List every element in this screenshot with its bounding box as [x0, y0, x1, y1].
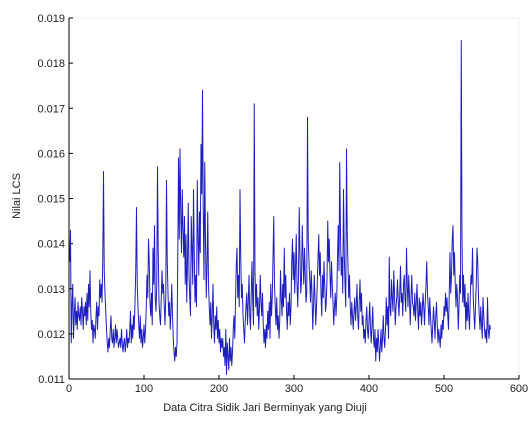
y-tick-label: 0.017	[37, 103, 65, 115]
y-tick-label: 0.013	[37, 284, 65, 296]
x-tick-label: 600	[510, 383, 528, 395]
series-line	[69, 40, 491, 375]
y-tick-label: 0.016	[37, 148, 65, 160]
y-tick-label: 0.018	[37, 58, 65, 70]
x-tick-label: 300	[285, 383, 303, 395]
x-axis-label: Data Citra Sidik Jari Berminyak yang Diu…	[163, 402, 367, 414]
x-tick-label: 400	[360, 383, 378, 395]
x-tick-label: 0	[66, 383, 72, 395]
y-tick-label: 0.015	[37, 194, 65, 206]
y-axis-label: Nilai LCS	[11, 173, 23, 219]
x-tick-label: 200	[210, 383, 228, 395]
x-tick-label: 100	[135, 383, 153, 395]
x-tick-label: 500	[435, 383, 453, 395]
y-tick-label: 0.014	[37, 239, 65, 251]
y-axis-ticks: 0.011 0.012 0.013 0.014 0.015 0.016 0.017 0.018…	[37, 13, 73, 386]
x-axis-ticks: 0 100 200 300 400 500 600	[66, 375, 528, 395]
y-tick-label: 0.019	[37, 13, 65, 25]
y-tick-label: 0.011	[38, 374, 65, 386]
y-tick-label: 0.012	[37, 329, 65, 341]
